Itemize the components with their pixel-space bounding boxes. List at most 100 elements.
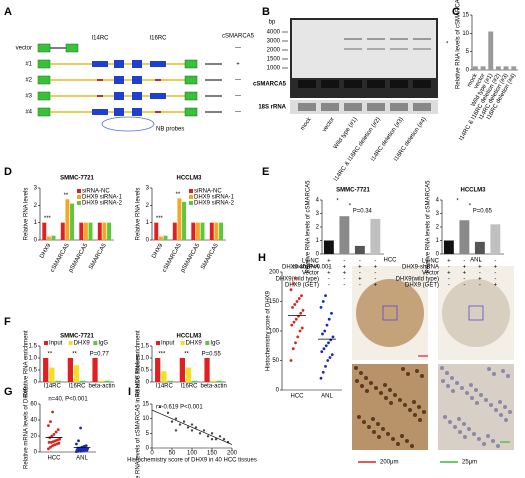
y-tick-label: 1.5	[29, 344, 38, 350]
condition-mark: -	[374, 271, 376, 277]
dot	[325, 323, 329, 327]
bar	[163, 235, 168, 240]
nucleus	[360, 384, 364, 388]
dot	[295, 300, 299, 303]
scale-label: 200μm	[380, 460, 398, 466]
faint-band	[390, 48, 408, 50]
fit-line	[151, 409, 233, 445]
bar	[55, 380, 61, 382]
bar	[490, 224, 501, 254]
nucleus	[470, 396, 474, 400]
probe-label: NB probes	[156, 127, 184, 133]
significance: **	[48, 352, 53, 358]
construct-label: #3	[25, 94, 32, 100]
condition-mark: +	[374, 265, 378, 271]
condition-mark: -	[494, 259, 496, 265]
bar	[511, 66, 517, 70]
stats: n=40, P<0.001	[292, 265, 332, 271]
lane-band	[344, 80, 362, 88]
nucleus	[374, 386, 378, 390]
nucleus	[506, 374, 510, 378]
dot	[319, 306, 323, 309]
bar	[42, 222, 47, 240]
dot	[56, 438, 59, 442]
condition-mark: +	[374, 283, 378, 289]
legend-swatch	[189, 189, 193, 193]
dot	[324, 344, 328, 348]
size-label: 2000	[267, 48, 281, 54]
nucleus	[403, 403, 407, 407]
condition-mark: +	[463, 265, 467, 271]
nucleus	[489, 403, 493, 407]
condition-mark: -	[479, 283, 481, 289]
exon-box	[132, 60, 142, 68]
y-tick-label: 10	[142, 416, 149, 422]
x-tick-label: ANL	[321, 394, 333, 400]
nucleus	[443, 415, 447, 419]
faint-band	[367, 48, 385, 50]
nucleus	[482, 442, 486, 446]
nucleus	[410, 444, 414, 448]
product-label: cSMARCA5	[222, 34, 255, 40]
x-tick-label: cSMARCA5	[50, 242, 72, 273]
nucleus	[400, 434, 404, 438]
condition-mark: -	[343, 259, 345, 265]
y-tick-label: 150	[269, 299, 280, 305]
probe-region	[101, 116, 155, 132]
construct-result: +	[236, 62, 240, 68]
nucleus	[359, 371, 363, 375]
y-tick-label: 200	[269, 270, 280, 276]
nucleus	[450, 376, 454, 380]
bar	[192, 380, 198, 382]
construct-label: #4	[25, 110, 32, 116]
legend-swatch	[68, 341, 73, 345]
annotation: P=0.65	[473, 209, 493, 215]
condition-mark: -	[448, 265, 450, 271]
legend-label: DHX9 siRNA-2	[82, 201, 123, 207]
condition-label: Vector	[302, 271, 319, 277]
exon-box	[37, 107, 51, 117]
lane-label: Wild type (#1)	[333, 117, 359, 151]
loading-label: 18S rRNA	[258, 105, 286, 111]
exon-box	[132, 108, 142, 116]
bar	[104, 380, 110, 382]
nucleus	[491, 439, 495, 443]
nucleus	[453, 425, 457, 429]
condition-label: DHX9-shRNA	[282, 265, 319, 271]
dot	[321, 300, 325, 303]
point	[190, 429, 194, 432]
bar	[210, 380, 216, 382]
lane-band	[321, 80, 339, 88]
dot	[301, 308, 305, 312]
dot	[49, 445, 52, 449]
y-tick-label: 2	[316, 225, 320, 231]
condition-mark: +	[478, 265, 482, 271]
nucleus	[451, 389, 455, 393]
condition-label: DHX9(wild type)	[396, 277, 439, 283]
point	[166, 411, 170, 414]
bar	[97, 222, 102, 240]
bar	[49, 367, 55, 382]
significance: **	[176, 192, 181, 198]
lane-label: mock	[300, 116, 314, 132]
nucleus	[469, 383, 473, 387]
bar	[80, 380, 86, 382]
y-tick-label: 0	[34, 238, 38, 244]
bar	[209, 222, 214, 240]
star: *	[446, 42, 449, 48]
dot	[50, 434, 54, 438]
y-axis-label: Relative RNA levels of cSMARCA5	[306, 180, 312, 274]
nucleus	[391, 437, 395, 441]
dot	[296, 335, 300, 339]
legend-swatch	[77, 195, 81, 199]
dot	[53, 443, 57, 447]
nucleus	[460, 386, 464, 390]
chart-title: SMMC-7721	[60, 176, 94, 182]
dot	[331, 335, 335, 339]
y-tick-label: 0.5	[29, 368, 38, 374]
y-tick-label: 2	[34, 203, 38, 209]
dot	[84, 447, 87, 451]
bar	[158, 236, 163, 240]
dot	[299, 311, 303, 315]
nucleus	[422, 410, 426, 414]
